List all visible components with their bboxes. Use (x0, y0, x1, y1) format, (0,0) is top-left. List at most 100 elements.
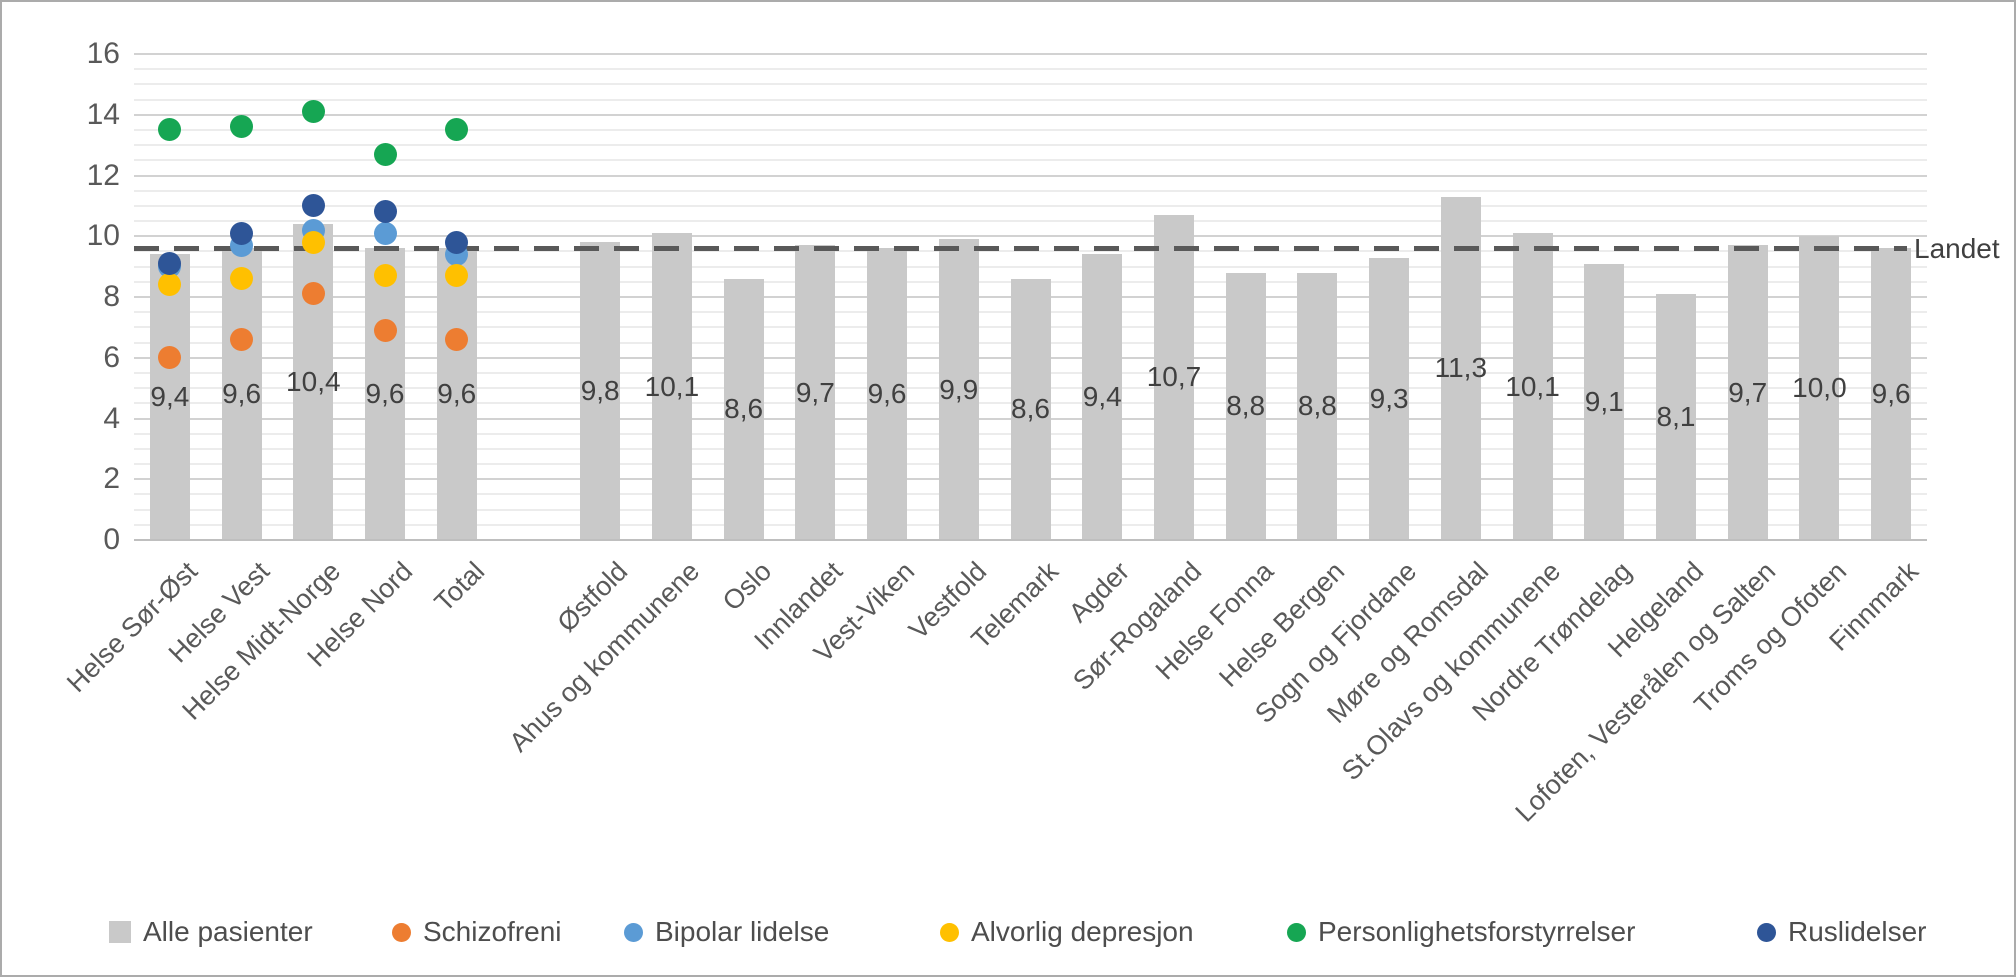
x-axis-line (134, 539, 1927, 541)
legend-square-swatch (109, 921, 131, 943)
legend-label: Alvorlig depresjon (971, 916, 1194, 947)
bar-alle-pasienter (221, 248, 262, 540)
bar-data-label: 8,6 (1011, 393, 1050, 425)
dot-alvorlig-depresjon (301, 230, 325, 254)
legend-item-alvorlig-depresjon: Alvorlig depresjon (940, 914, 1194, 950)
bar-data-label: 9,8 (580, 375, 620, 407)
bar-alle-pasienter (938, 239, 979, 540)
bar-alle-pasienter (1440, 196, 1481, 540)
minor-gridline (134, 128, 1927, 131)
major-gridline (134, 235, 1927, 238)
bar-alle-pasienter (795, 245, 836, 540)
legend-circle-swatch (940, 922, 959, 942)
minor-gridline (134, 250, 1927, 253)
bar-data-label: 9,1 (1584, 385, 1624, 417)
legend-item-schizofreni: Schizofreni (392, 914, 562, 950)
dot-personlighetsforstyrrelser (301, 100, 325, 124)
y-axis-tick-label: 6 (103, 340, 120, 374)
y-axis-tick-label: 10 (86, 219, 120, 253)
bar-data-label: 10,7 (1146, 361, 1202, 393)
bar-data-label: 9,7 (1728, 376, 1768, 408)
bar-alle-pasienter (1153, 214, 1194, 540)
bar-alle-pasienter (1369, 257, 1410, 540)
bar-alle-pasienter (1512, 233, 1553, 540)
y-axis-tick-label: 8 (103, 280, 120, 313)
bar-data-label: 9,6 (365, 378, 405, 410)
bar-data-label: 9,7 (795, 376, 835, 408)
legend-label: Ruslidelser (1788, 916, 1927, 947)
legend-item-ruslidelser: Ruslidelser (1757, 914, 1927, 950)
bar-data-label: 8,8 (1226, 390, 1266, 422)
bar-data-label: 10,1 (644, 370, 700, 402)
legend-label: Bipolar lidelse (655, 916, 830, 947)
minor-gridline (134, 98, 1927, 101)
bar-data-label: 9,6 (1871, 378, 1911, 410)
reference-line (134, 246, 1907, 252)
y-axis-tick-label: 0 (103, 523, 120, 556)
minor-gridline (134, 68, 1927, 71)
bar-data-label: 8,6 (724, 393, 764, 425)
bar-data-label: 10,4 (286, 366, 341, 398)
minor-gridline (134, 204, 1927, 207)
bar-alle-pasienter (293, 224, 334, 540)
reference-line-label: Landet (1914, 233, 2000, 264)
bar-data-label: 9,6 (222, 378, 262, 410)
dot-personlighetsforstyrrelser (158, 118, 182, 142)
legend-item-bipolar-lidelse: Bipolar lidelse (624, 914, 829, 950)
dot-ruslidelser (158, 252, 182, 276)
y-axis-tick-label: 16 (86, 37, 120, 70)
dot-ruslidelser (373, 200, 397, 224)
bar-alle-pasienter (1010, 278, 1051, 540)
bar-alle-pasienter (1655, 293, 1696, 540)
dot-schizofreni (373, 318, 397, 342)
y-axis-tick-label: 12 (86, 158, 120, 192)
dot-ruslidelser (301, 194, 325, 218)
bar-data-label: 9,9 (939, 373, 979, 405)
bar-data-label: 9,3 (1369, 382, 1409, 414)
legend-circle-swatch (392, 922, 411, 942)
bar-data-label: 9,4 (1082, 381, 1122, 413)
legend-item-personlighetsforstyrrelser: Personlighetsforstyrrelser (1287, 914, 1635, 950)
minor-gridline (134, 144, 1927, 147)
bar-data-label: 9,6 (437, 378, 477, 410)
major-gridline (134, 113, 1927, 116)
dot-schizofreni (230, 328, 254, 352)
dot-personlighetsforstyrrelser (373, 142, 397, 166)
dot-alvorlig-depresjon (230, 267, 254, 291)
bar-alle-pasienter (1799, 236, 1840, 540)
bar-alle-pasienter (436, 248, 477, 540)
dot-schizofreni (158, 346, 182, 370)
dot-alvorlig-depresjon (373, 264, 397, 288)
y-axis-tick-label: 2 (103, 462, 120, 496)
legend-circle-swatch (1287, 922, 1306, 942)
bar-alle-pasienter (867, 248, 908, 540)
bar-alle-pasienter (1225, 272, 1266, 540)
bar-alle-pasienter (365, 248, 406, 540)
dot-alvorlig-depresjon (445, 264, 469, 288)
legend-label: Schizofreni (423, 916, 562, 947)
dot-personlighetsforstyrrelser (230, 115, 254, 139)
dot-ruslidelser (445, 230, 469, 254)
legend-label: Alle pasienter (143, 916, 313, 947)
y-axis-tick-label: 14 (86, 97, 120, 131)
bar-alle-pasienter (651, 233, 692, 540)
bar-data-label: 9,4 (150, 381, 190, 413)
minor-gridline (134, 220, 1927, 223)
minor-gridline (134, 83, 1927, 86)
minor-gridline (134, 265, 1927, 268)
bar-alle-pasienter (1082, 254, 1123, 540)
minor-gridline (134, 159, 1927, 162)
x-axis-label: Helse Midt-Norge (176, 556, 347, 726)
minor-gridline (134, 189, 1927, 192)
legend-circle-swatch (1757, 922, 1776, 942)
dot-bipolar-lidelse (373, 221, 397, 245)
major-gridline (134, 53, 1927, 55)
dot-schizofreni (445, 328, 469, 352)
bar-data-label: 11,3 (1434, 352, 1488, 384)
bar-alle-pasienter (1871, 248, 1912, 540)
bar-data-label: 8,8 (1297, 390, 1337, 422)
bar-alle-pasienter (1584, 263, 1625, 540)
bar-data-label: 10,1 (1505, 370, 1560, 402)
